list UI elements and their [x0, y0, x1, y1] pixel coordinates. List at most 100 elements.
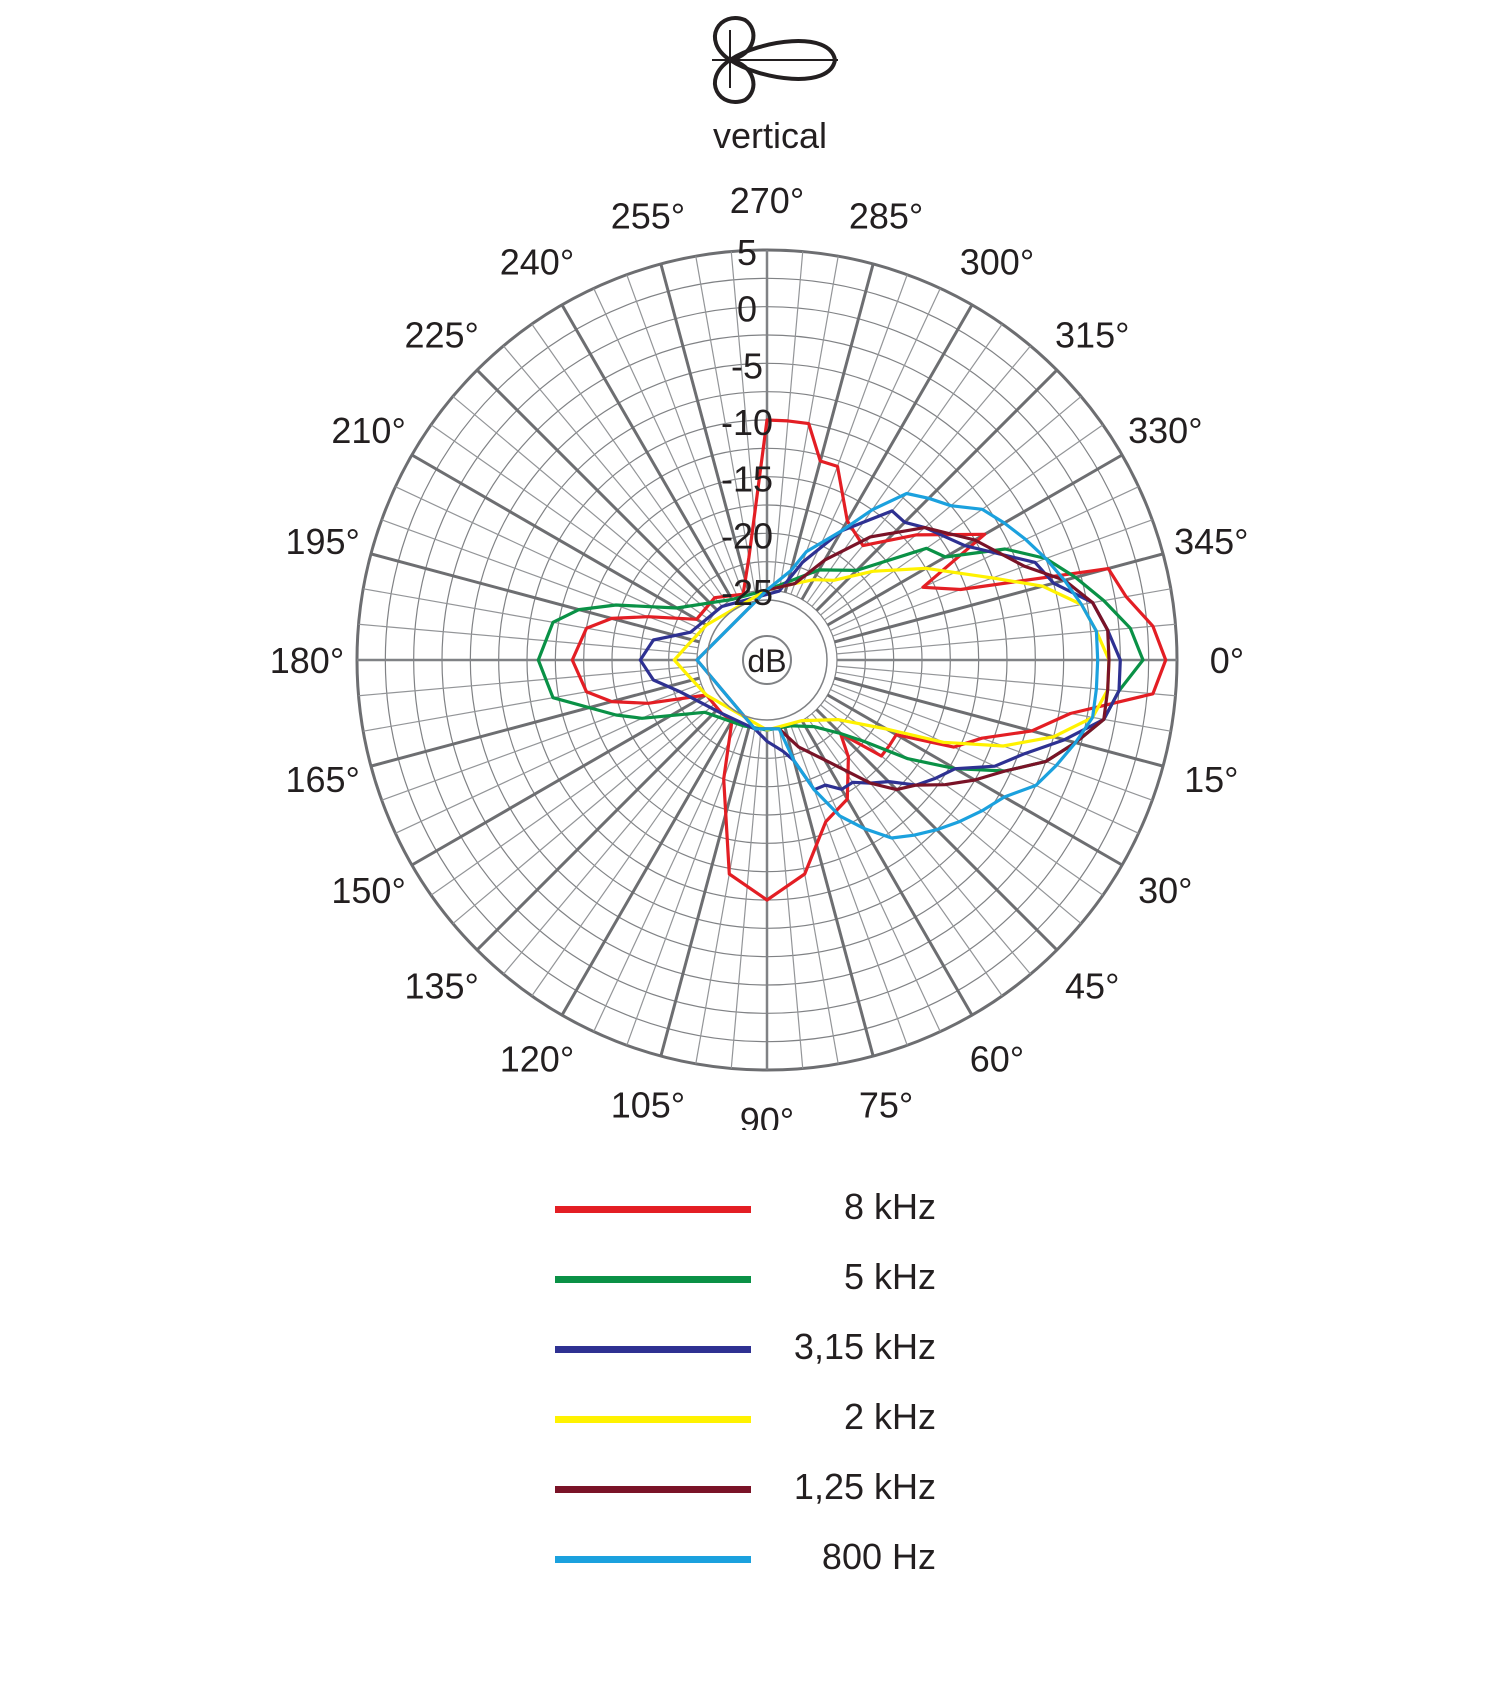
grid-spoke: [778, 728, 839, 1064]
legend-swatch: [555, 1346, 751, 1353]
legend-label: 1,25 kHz: [793, 1466, 936, 1507]
grid-spoke: [381, 519, 702, 637]
legend-label: 2 kHz: [843, 1396, 936, 1437]
legend-label: 5 kHz: [843, 1256, 936, 1297]
radial-tick-label: 5: [737, 232, 757, 273]
angle-label: 120°: [500, 1038, 574, 1079]
grid-spoke: [730, 251, 762, 591]
angle-label: 330°: [1128, 410, 1202, 451]
series-curve: [695, 491, 1100, 840]
angle-label: 240°: [500, 242, 574, 283]
angle-label: 75°: [859, 1084, 913, 1125]
angle-label: 180°: [270, 640, 344, 681]
grid-spoke: [695, 256, 756, 592]
angle-label: 285°: [849, 196, 923, 237]
grid-spoke: [796, 288, 941, 597]
grid-spoke: [593, 723, 738, 1032]
grid-spoke: [796, 723, 941, 1032]
grid-spoke: [452, 395, 714, 616]
chart-title: vertical: [712, 115, 828, 156]
grid-spoke: [823, 424, 1104, 621]
grid-spoke: [806, 716, 1003, 997]
grid-spoke: [790, 274, 908, 595]
grid-spoke: [823, 699, 1104, 896]
angle-label: 165°: [285, 759, 359, 800]
angle-label: 45°: [1065, 965, 1119, 1006]
grid-spoke-major: [411, 693, 708, 867]
grid-spoke: [430, 424, 711, 621]
cardioid-pattern-icon: [712, 16, 838, 104]
hub-ring: [706, 599, 828, 721]
grid-spoke: [395, 689, 704, 834]
legend-item: 3,15 kHz: [0, 1320, 1500, 1380]
grid-spoke: [830, 689, 1139, 834]
legend-swatch: [555, 1206, 751, 1213]
grid-spoke: [772, 729, 804, 1069]
grid-spoke: [836, 623, 1176, 655]
grid-spoke: [835, 588, 1171, 649]
grid-spoke: [531, 323, 728, 604]
grid-spoke: [531, 716, 728, 997]
hub-disc: [742, 635, 792, 685]
grid-spoke: [358, 665, 698, 697]
grid-spoke-major: [560, 719, 734, 1016]
grid-spoke: [790, 725, 908, 1046]
angle-label: 195°: [285, 521, 359, 562]
grid-spoke: [502, 345, 723, 607]
grid-spoke: [695, 728, 756, 1064]
chart-header: vertical: [0, 0, 1500, 160]
grid-spoke: [811, 713, 1032, 975]
radial-tick-label: -25: [721, 572, 773, 613]
angle-label: 30°: [1138, 870, 1192, 911]
polar-chart: dB 5 0 -5 -10 -15 -20 -25 0° 15° 30° 45° 60° 75° 90° 1…: [270, 180, 1249, 1130]
grid-spoke-major: [476, 369, 719, 612]
grid-spoke: [835, 671, 1171, 732]
angle-label: 225°: [404, 315, 478, 356]
radial-tick-label: -10: [721, 402, 773, 443]
grid-spoke-major: [560, 304, 734, 601]
angle-label: 210°: [331, 410, 405, 451]
legend-label: 8 kHz: [843, 1186, 936, 1227]
grid-spoke: [430, 699, 711, 896]
grid-spoke-major: [659, 727, 751, 1057]
radial-unit-label: dB: [747, 643, 786, 679]
angle-label: 15°: [1184, 759, 1238, 800]
legend-label: 800 Hz: [821, 1536, 936, 1577]
angle-label: 300°: [960, 242, 1034, 283]
angle-label: 150°: [331, 870, 405, 911]
radial-tick-label: -20: [721, 515, 773, 556]
angle-label: 345°: [1174, 521, 1248, 562]
grid-spoke-major: [800, 719, 974, 1016]
grid-spoke: [363, 671, 699, 732]
angle-label: 135°: [404, 965, 478, 1006]
legend-label: 3,15 kHz: [793, 1326, 936, 1367]
series-curve: [672, 566, 1111, 748]
grid-spoke: [811, 345, 1032, 607]
grid-spoke-major: [370, 676, 700, 768]
angle-label: 0°: [1210, 640, 1244, 681]
grid-spoke-major: [834, 676, 1164, 768]
radial-tick-label: -5: [731, 345, 763, 386]
grid-spoke: [730, 729, 762, 1069]
series-curve: [536, 546, 1145, 773]
legend-item: 8 kHz: [0, 1180, 1500, 1240]
grid-spoke: [502, 713, 723, 975]
grid-spoke: [593, 288, 738, 597]
grid-spoke: [830, 486, 1139, 631]
legend-item: 800 Hz: [0, 1530, 1500, 1590]
radial-tick-label: -15: [721, 459, 773, 500]
grid-spoke: [452, 704, 714, 925]
grid-spoke: [363, 588, 699, 649]
angle-label: 105°: [611, 1084, 685, 1125]
angle-label: 270°: [730, 180, 804, 221]
grid-spoke: [358, 623, 698, 655]
angle-label: 60°: [970, 1038, 1024, 1079]
legend-item: 2 kHz: [0, 1390, 1500, 1450]
grid-spoke-major: [659, 263, 751, 593]
polar-series: [536, 418, 1168, 902]
grid-spoke-major: [411, 453, 708, 627]
grid-spoke: [806, 323, 1003, 604]
angle-label: 255°: [611, 196, 685, 237]
angle-label: 315°: [1055, 315, 1129, 356]
polar-labels: 5 0 -5 -10 -15 -20 -25 0° 15° 30° 45° 60° 75° 90° 105°…: [270, 180, 1249, 1130]
